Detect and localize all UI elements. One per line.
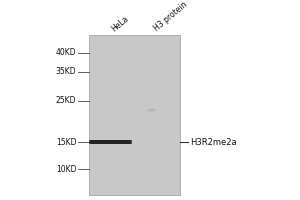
Bar: [92, 140, 129, 144]
Text: H3R2me2a: H3R2me2a: [190, 138, 237, 147]
Text: HeLa: HeLa: [110, 14, 130, 33]
Bar: [88, 35, 180, 195]
Bar: [88, 140, 132, 144]
Text: 40KD: 40KD: [56, 48, 76, 57]
Text: H3 protein: H3 protein: [152, 1, 188, 33]
Text: 15KD: 15KD: [56, 138, 76, 147]
Text: 35KD: 35KD: [56, 67, 76, 76]
Text: 25KD: 25KD: [56, 96, 76, 105]
Bar: [90, 140, 130, 144]
Text: 10KD: 10KD: [56, 165, 76, 174]
Ellipse shape: [147, 109, 156, 112]
